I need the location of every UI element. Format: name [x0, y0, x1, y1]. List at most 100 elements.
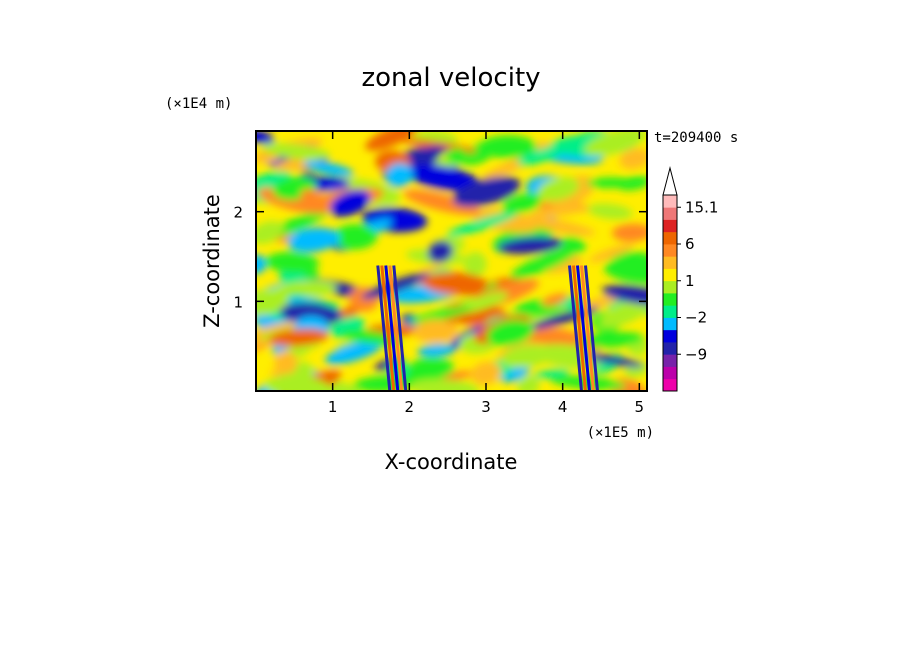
- velocity-blob: [329, 189, 371, 217]
- velocity-blob: [304, 160, 354, 177]
- velocity-blob: [588, 243, 635, 263]
- velocity-blob: [409, 379, 480, 391]
- velocity-blob: [578, 331, 644, 348]
- velocity-blob: [274, 350, 298, 375]
- velocity-blob: [478, 135, 537, 159]
- velocity-blob: [275, 156, 316, 171]
- velocity-blob: [385, 163, 414, 188]
- colorbar-swatch: [663, 317, 677, 331]
- colorbar-swatch: [663, 207, 677, 220]
- velocity-blob: [341, 330, 402, 346]
- velocity-blob: [279, 302, 343, 325]
- velocity-blob: [463, 251, 487, 277]
- colorbar-swatch: [663, 305, 677, 318]
- colorbar-swatch: [663, 366, 677, 380]
- velocity-blob: [518, 216, 596, 236]
- velocity-blob: [325, 340, 383, 365]
- velocity-band-1: [392, 265, 408, 391]
- velocity-blob: [256, 221, 284, 244]
- velocity-blob: [287, 227, 340, 253]
- velocity-blob: [533, 369, 571, 379]
- velocity-blob: [446, 147, 467, 164]
- chart-title: zonal velocity: [361, 63, 540, 93]
- velocity-blob: [272, 280, 337, 299]
- x-axis-ticks: 1 2 3 4 5: [328, 131, 644, 416]
- velocity-blob: [560, 131, 609, 156]
- time-annotation: t=209400 s: [654, 130, 738, 146]
- velocity-blob: [265, 251, 320, 273]
- y-axis-units: (×1E4 m): [165, 96, 232, 112]
- velocity-blob: [427, 240, 453, 263]
- velocity-blob: [422, 272, 489, 295]
- plot-area: [256, 131, 647, 391]
- velocity-blob: [586, 177, 635, 189]
- velocity-blob: [501, 193, 542, 214]
- velocity-blob: [261, 143, 331, 160]
- velocity-blob: [401, 360, 455, 383]
- velocity-blob: [256, 131, 275, 144]
- colorbar-swatch: [663, 342, 677, 355]
- x-tick-label: 3: [481, 398, 491, 416]
- velocity-band-2: [572, 265, 587, 391]
- velocity-blob: [412, 319, 459, 344]
- velocity-blob: [611, 223, 647, 242]
- velocity-blob: [365, 131, 418, 151]
- colorbar-swatch: [663, 354, 677, 367]
- colorbar-label: 15.1: [685, 198, 718, 216]
- velocity-blob: [529, 204, 593, 217]
- velocity-blob: [407, 306, 472, 324]
- colorbar-swatch: [663, 378, 677, 392]
- y-tick-label: 1: [233, 293, 243, 311]
- velocity-blob: [541, 293, 568, 307]
- velocity-band-2: [568, 265, 583, 391]
- velocity-blob: [497, 236, 563, 255]
- colorbar-swatch: [663, 195, 677, 208]
- velocity-blob: [300, 189, 322, 202]
- velocity-blob: [537, 176, 580, 201]
- x-axis-units: (×1E5 m): [587, 425, 654, 441]
- plot-frame: [255, 130, 648, 392]
- velocity-blob: [256, 171, 292, 202]
- colorbar-label: 6: [685, 235, 695, 253]
- colorbar-swatch: [663, 244, 677, 257]
- velocity-blob: [501, 344, 552, 368]
- velocity-blob: [510, 247, 578, 279]
- x-tick-label: 4: [558, 398, 568, 416]
- colorbar-label: −9: [685, 345, 707, 363]
- colorbar-extend-max: [662, 166, 678, 196]
- velocity-blob: [256, 288, 289, 317]
- velocity-blob: [405, 164, 481, 192]
- velocity-blob: [486, 319, 534, 347]
- colorbar-label: −2: [685, 309, 707, 327]
- velocity-blob: [604, 258, 647, 284]
- velocity-blob: [268, 328, 329, 347]
- x-tick-label: 2: [405, 398, 415, 416]
- velocity-band-2: [580, 265, 595, 391]
- velocity-blob: [584, 131, 647, 156]
- x-axis-label: X-coordinate: [385, 450, 518, 474]
- colorbar-swatch: [663, 219, 677, 233]
- velocity-band-2: [576, 265, 591, 391]
- velocity-blob: [619, 148, 647, 170]
- velocity-band-1: [384, 265, 400, 391]
- colorbar-label: 1: [685, 272, 695, 290]
- velocity-blob: [522, 326, 585, 347]
- colorbar-swatch: [663, 280, 677, 294]
- x-tick-label: 5: [635, 398, 645, 416]
- y-axis-ticks: 12: [233, 204, 647, 311]
- x-tick-label: 1: [328, 398, 338, 416]
- colorbar-swatch: [663, 293, 677, 306]
- colorbar-swatch: [663, 231, 677, 245]
- velocity-blob: [331, 224, 378, 250]
- velocity-blob: [587, 203, 633, 220]
- velocity-blob: [452, 176, 521, 207]
- colorbar-swatch: [663, 268, 677, 282]
- velocity-band-1: [376, 265, 392, 391]
- velocity-blob: [403, 189, 481, 216]
- colorbar: 15.1 6 1 −2 −9: [662, 166, 718, 392]
- velocity-band-1: [380, 265, 396, 391]
- velocity-blob: [417, 343, 457, 357]
- velocity-blob: [559, 236, 586, 254]
- velocity-blob: [584, 353, 644, 368]
